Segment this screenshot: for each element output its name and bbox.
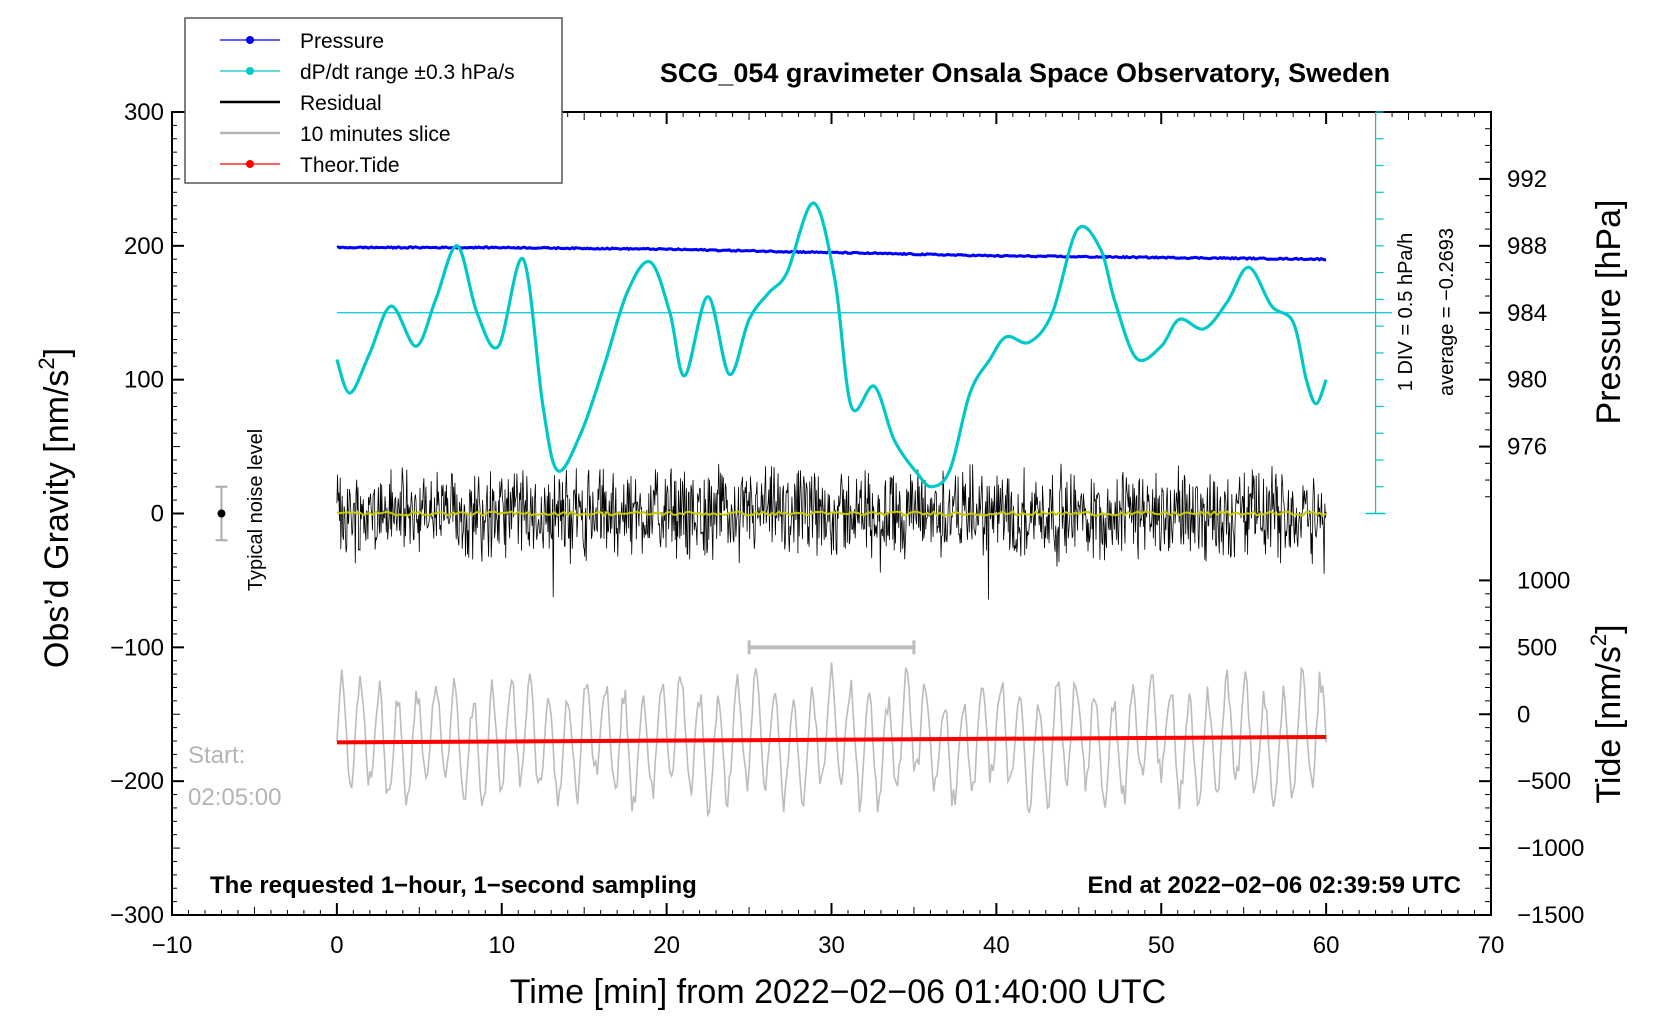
slice-series-line — [336, 662, 1327, 818]
chart-title: SCG_054 gravimeter Onsala Space Observat… — [660, 58, 1390, 88]
pressure-series-line — [336, 245, 1327, 262]
tide-tick-label: −1500 — [1517, 902, 1584, 929]
legend-label: 10 minutes slice — [300, 123, 451, 146]
start-time: 02:05:00 — [188, 784, 281, 811]
pressure-tick-label: 980 — [1507, 367, 1547, 394]
legend: Pressure dP/dt range ±0.3 hPa/s Residual 10… — [184, 17, 563, 184]
legend-label: Residual — [300, 92, 382, 115]
annotations — [215, 111, 1393, 655]
pressure-tick-label: 976 — [1507, 434, 1547, 461]
x-tick-label: 0 — [330, 932, 343, 959]
x-axis-label: Time [min] from 2022−02−06 01:40:00 UTC — [510, 973, 1166, 1011]
x-tick-label: 60 — [1313, 932, 1340, 959]
tide-series-line — [336, 735, 1327, 745]
y-axis-left-label: Obs’d Gravity [nm/s2] — [34, 348, 76, 668]
end-time-note: End at 2022−02−06 02:39:59 UTC — [1087, 872, 1461, 899]
noise-center-dot — [217, 509, 226, 518]
average-label: average = −0.2693 — [1436, 228, 1458, 396]
x-tick-label: 50 — [1148, 932, 1175, 959]
start-label: Start: — [188, 742, 245, 769]
scale-label: 1 DIV = 0.5 hPa/h — [1395, 233, 1417, 391]
dpdt-series-line — [335, 201, 1328, 489]
y-tick-label: 200 — [124, 233, 164, 260]
tide-tick-label: −1000 — [1517, 835, 1584, 862]
tide-tick-label: 1000 — [1517, 567, 1570, 594]
legend-box — [184, 17, 563, 184]
legend-marker — [246, 67, 254, 75]
pressure-tick-label: 984 — [1507, 300, 1547, 327]
tide-tick-label: 0 — [1517, 701, 1530, 728]
y-tick-label: 0 — [151, 501, 164, 528]
residual-series-line — [336, 463, 1327, 600]
residual-mean-line — [336, 510, 1327, 518]
y-tick-label: 300 — [124, 99, 164, 126]
tide-tick-label: 500 — [1517, 634, 1557, 661]
x-tick-label: 70 — [1478, 932, 1505, 959]
pressure-tick-label: 988 — [1507, 233, 1547, 260]
x-tick-label: −10 — [152, 932, 193, 959]
y-tick-label: −300 — [110, 902, 164, 929]
axis-ticks: −10 0 10 20 30 40 50 60 703002001000−100−200−300… — [110, 99, 1584, 959]
pressure-tick-label: 992 — [1507, 166, 1547, 193]
x-tick-label: 10 — [488, 932, 515, 959]
legend-label: dP/dt range ±0.3 hPa/s — [300, 61, 515, 84]
y-axis-pressure-label: Pressure [hPa] — [1590, 200, 1628, 425]
x-tick-label: 30 — [818, 932, 845, 959]
y-axis-tide-label: Tide [nm/s2] — [1586, 624, 1628, 803]
noise-level-label: Typical noise level — [245, 429, 267, 591]
y-tick-label: −200 — [110, 768, 164, 795]
legend-marker — [246, 36, 254, 44]
x-tick-label: 20 — [653, 932, 680, 959]
y-tick-label: −100 — [110, 634, 164, 661]
data-series — [335, 201, 1328, 818]
y-tick-label: 100 — [124, 367, 164, 394]
x-tick-label: 40 — [983, 932, 1010, 959]
legend-label: Pressure — [300, 30, 384, 53]
sampling-note: The requested 1−hour, 1−second sampling — [210, 872, 697, 899]
legend-label: Theor.Tide — [300, 154, 400, 177]
tide-tick-label: −500 — [1517, 768, 1571, 795]
legend-marker — [246, 160, 254, 168]
